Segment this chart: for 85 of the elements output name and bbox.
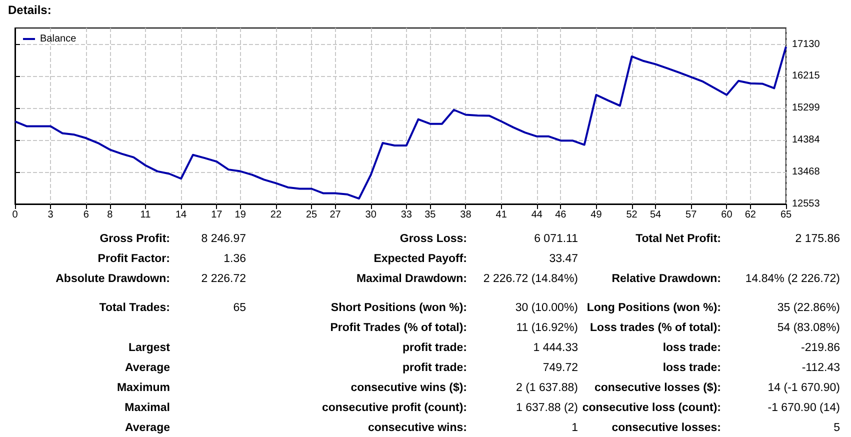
- text: Gross Profit:: [100, 233, 170, 245]
- text: Absolute Drawdown:: [56, 273, 170, 285]
- text: consecutive losses:: [612, 422, 721, 434]
- x-tick-label: 14: [176, 210, 188, 220]
- text: profit trade:: [402, 362, 467, 374]
- text: -1 670.90 (14): [768, 402, 840, 414]
- x-tick-label: 30: [365, 210, 377, 220]
- text: loss trade:: [662, 342, 721, 354]
- x-tick-label: 27: [330, 210, 342, 220]
- text: 2 226.72: [201, 273, 246, 285]
- text: Largest: [128, 342, 170, 354]
- x-tick-label: 62: [744, 210, 756, 220]
- text: Gross Loss:: [400, 233, 467, 245]
- text: 33.47: [549, 253, 578, 265]
- text: consecutive profit (count):: [322, 402, 467, 414]
- text: Short Positions (won %):: [330, 302, 467, 314]
- x-tick-label: 22: [270, 210, 282, 220]
- text: 5: [834, 422, 840, 434]
- text: Profit Trades (% of total):: [330, 322, 467, 334]
- x-tick-label: 46: [555, 210, 567, 220]
- x-tick-label: 0: [12, 210, 18, 220]
- x-tick-label: 11: [140, 210, 152, 220]
- y-tick-label: 13468: [792, 166, 820, 178]
- text: 1.36: [224, 253, 246, 265]
- text: -112.43: [802, 362, 840, 374]
- x-tick-label: 54: [650, 210, 662, 220]
- text: profit trade:: [402, 342, 467, 354]
- text: consecutive wins:: [368, 422, 467, 434]
- x-tick-label: 65: [780, 210, 792, 220]
- text: 14.84% (2 226.72): [745, 273, 840, 285]
- text: 14 (-1 670.90): [768, 382, 840, 394]
- x-tick-label: 52: [626, 210, 638, 220]
- x-tick-label: 8: [107, 210, 114, 220]
- y-tick-label: 17130: [792, 38, 820, 50]
- y-tick-label: 15299: [792, 102, 820, 114]
- x-tick-label: 17: [211, 210, 223, 220]
- text: 2 226.72 (14.84%): [483, 273, 578, 285]
- text: 749.72: [542, 362, 578, 374]
- y-tick-label: 16215: [792, 70, 820, 82]
- text: loss trade:: [662, 362, 721, 374]
- text: Total Trades:: [99, 302, 170, 314]
- text: Maximal: [124, 402, 170, 414]
- text: Loss trades (% of total):: [590, 322, 721, 334]
- text: 65: [233, 302, 246, 314]
- text: 35 (22.86%): [777, 302, 840, 314]
- text: 1 637.88 (2): [516, 402, 578, 414]
- text: 30 (10.00%): [515, 302, 578, 314]
- text: 1: [572, 422, 578, 434]
- x-tick-label: 57: [686, 210, 698, 220]
- text: Long Positions (won %):: [586, 302, 721, 314]
- y-tick-label: 12553: [792, 198, 820, 210]
- x-tick-label: 19: [234, 210, 246, 220]
- x-tick-label: 25: [306, 210, 318, 220]
- x-tick-label: 38: [460, 210, 472, 220]
- x-tick-label: 35: [424, 210, 436, 220]
- text: 2 (1 637.88): [516, 382, 578, 394]
- text: 2 175.86: [795, 233, 840, 245]
- text: Average: [125, 362, 170, 374]
- text: 8 246.97: [201, 233, 246, 245]
- text: Profit Factor:: [98, 253, 170, 265]
- text: Total Net Profit:: [636, 233, 721, 245]
- text: Maximal Drawdown:: [356, 273, 467, 285]
- text: consecutive loss (count):: [582, 402, 721, 414]
- text: 1 444.33: [533, 342, 578, 354]
- x-tick-label: 49: [590, 210, 602, 220]
- x-tick-label: 41: [496, 210, 508, 220]
- text: Expected Payoff:: [374, 253, 467, 265]
- text: 6 071.11: [534, 233, 578, 245]
- chart-title: Details:: [8, 3, 52, 17]
- text: consecutive losses ($):: [594, 382, 721, 394]
- text: 54 (83.08%): [777, 322, 840, 334]
- text: Average: [125, 422, 170, 434]
- x-tick-label: 44: [531, 210, 543, 220]
- x-tick-label: 6: [83, 210, 90, 220]
- x-tick-label: 60: [721, 210, 733, 220]
- text: 11 (16.92%): [516, 322, 578, 334]
- text: Relative Drawdown:: [612, 273, 721, 285]
- x-tick-label: 3: [48, 210, 54, 220]
- text: Maximum: [116, 382, 170, 394]
- text: -219.86: [800, 342, 840, 354]
- y-tick-label: 14384: [792, 134, 820, 146]
- line-series: [14, 46, 787, 200]
- text: consecutive wins ($):: [350, 382, 467, 394]
- x-tick-label: 33: [400, 210, 412, 220]
- legend-label: Balance: [40, 34, 77, 44]
